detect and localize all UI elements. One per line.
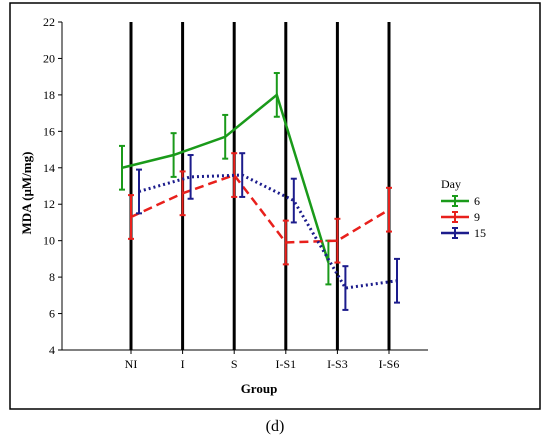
chart-frame <box>9 2 541 410</box>
y-tick-label-10: 10 <box>43 234 55 248</box>
error-bar-6-i-s1 <box>273 72 280 118</box>
error-bar-9-i-s3 <box>334 217 341 264</box>
error-bar-15-s <box>239 152 246 198</box>
y-tick-label-6: 6 <box>49 307 55 321</box>
error-bar-15-i-s3 <box>342 265 349 311</box>
x-tick-label-ni: NI <box>125 357 138 371</box>
x-tick-label-s: S <box>231 357 238 371</box>
error-bar-6-i <box>170 132 177 178</box>
x-tick-label-i-s6: I-S6 <box>379 357 400 371</box>
legend-label-9: 9 <box>474 210 480 224</box>
y-tick-label-16: 16 <box>43 124 55 138</box>
legend-label-15: 15 <box>474 226 486 240</box>
error-bar-6-ni <box>119 144 125 191</box>
error-bar-9-s <box>231 152 238 198</box>
legend-entry-9: 9 <box>441 210 480 224</box>
y-tick-label-20: 20 <box>43 51 55 65</box>
y-tick-label-8: 8 <box>49 270 55 284</box>
x-axis-label: Group <box>241 381 278 396</box>
series-line-9 <box>130 173 390 244</box>
error-bar-15-i-s6 <box>394 257 400 304</box>
x-tick-label-i-s1: I-S1 <box>275 357 296 371</box>
legend-entry-15: 15 <box>441 226 486 240</box>
y-tick-label-12: 12 <box>43 197 55 211</box>
legend-label-6: 6 <box>474 194 480 208</box>
y-axis-label: MDA (µM/mg) <box>19 152 34 235</box>
error-bar-9-ni <box>128 194 134 240</box>
error-bar-9-i-s1 <box>282 219 289 266</box>
y-tick-label-4: 4 <box>49 343 55 357</box>
error-bar-6-s <box>222 113 229 160</box>
y-tick-label-18: 18 <box>43 88 55 102</box>
error-bar-9-i-s6 <box>386 186 392 233</box>
axes: 4 6 8 10 12 14 16 18 20 22 NI I S I-S1 I-S3 I-S6 <box>43 15 428 371</box>
x-tick-label-i: I <box>181 357 185 371</box>
error-bar-15-i <box>187 154 194 200</box>
legend-title: Day <box>441 177 461 191</box>
y-tick-label-22: 22 <box>43 15 55 29</box>
series-6 <box>119 72 332 286</box>
series-layer <box>119 72 400 311</box>
legend: 6 9 15 <box>441 194 486 240</box>
series-15 <box>136 152 400 311</box>
error-bar-15-ni <box>136 168 142 215</box>
error-bar-15-i-s1 <box>290 177 297 224</box>
legend-entry-6: 6 <box>441 194 480 208</box>
figure-caption: (d) <box>265 418 285 435</box>
x-tick-label-i-s3: I-S3 <box>327 357 348 371</box>
y-tick-label-14: 14 <box>43 161 55 175</box>
